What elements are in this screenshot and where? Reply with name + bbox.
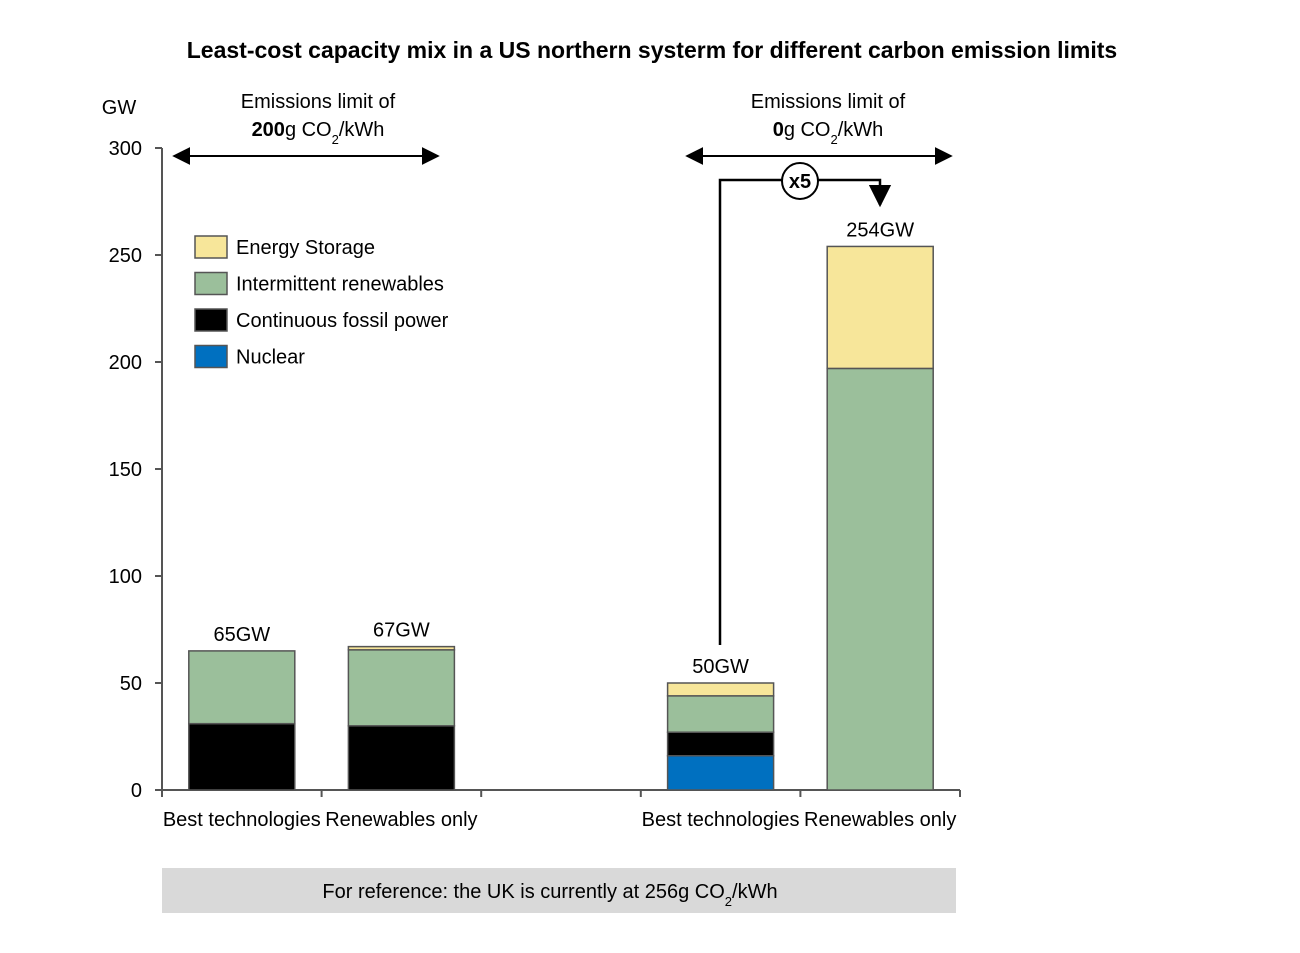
y-axis-label: GW [102, 97, 137, 119]
bar-segment [188, 722, 296, 791]
legend-label: Intermittent renewables [236, 274, 444, 296]
bar-segment [826, 367, 934, 791]
legend-label: Continuous fossil power [236, 310, 449, 332]
group-header: 0g CO2/kWh [773, 119, 884, 147]
bar-segment [188, 650, 296, 725]
reference-box [162, 868, 956, 913]
bar-segment [666, 755, 775, 791]
reference-note: For reference: the UK is currently at 25… [322, 881, 777, 909]
legend-swatch [194, 308, 228, 332]
group-header: 200g CO2/kWh [252, 119, 385, 147]
bar-label: 50GW [692, 656, 749, 678]
y-tick-label: 0 [131, 780, 142, 802]
legend-swatch [194, 271, 228, 296]
y-tick-label: 250 [109, 245, 142, 267]
chart-title: Least-cost capacity mix in a US northern… [187, 37, 1117, 63]
legend-label: Energy Storage [236, 237, 375, 259]
group-header: Emissions limit of [751, 91, 906, 113]
x-tick-label: Renewables only [804, 809, 957, 831]
bar-segment [347, 725, 456, 791]
multiplier-circle [781, 162, 819, 200]
bar-segment [666, 695, 775, 733]
y-tick-label: 50 [120, 673, 142, 695]
y-tick-label: 200 [109, 352, 142, 374]
x-tick-label: Best technologies [641, 809, 800, 831]
legend-label: Nuclear [236, 347, 305, 369]
y-tick-label: 150 [109, 459, 142, 481]
bar-segment [666, 682, 775, 697]
bar-segment [347, 649, 456, 727]
x-tick-label: Renewables only [325, 809, 478, 831]
bar-segment [826, 245, 934, 370]
x-tick-label: Best technologies [162, 809, 321, 831]
bar-label: 254GW [846, 219, 914, 241]
legend-swatch [194, 344, 228, 369]
bar-segment [666, 731, 775, 757]
y-tick-label: 300 [109, 138, 142, 160]
y-tick-label: 100 [109, 566, 142, 588]
bar-label: 65GW [213, 624, 270, 646]
bar-segment [347, 645, 456, 651]
multiplier: x5 [789, 171, 811, 193]
legend-swatch [194, 235, 228, 259]
bar-label: 67GW [373, 620, 430, 642]
group-header: Emissions limit of [241, 91, 396, 113]
